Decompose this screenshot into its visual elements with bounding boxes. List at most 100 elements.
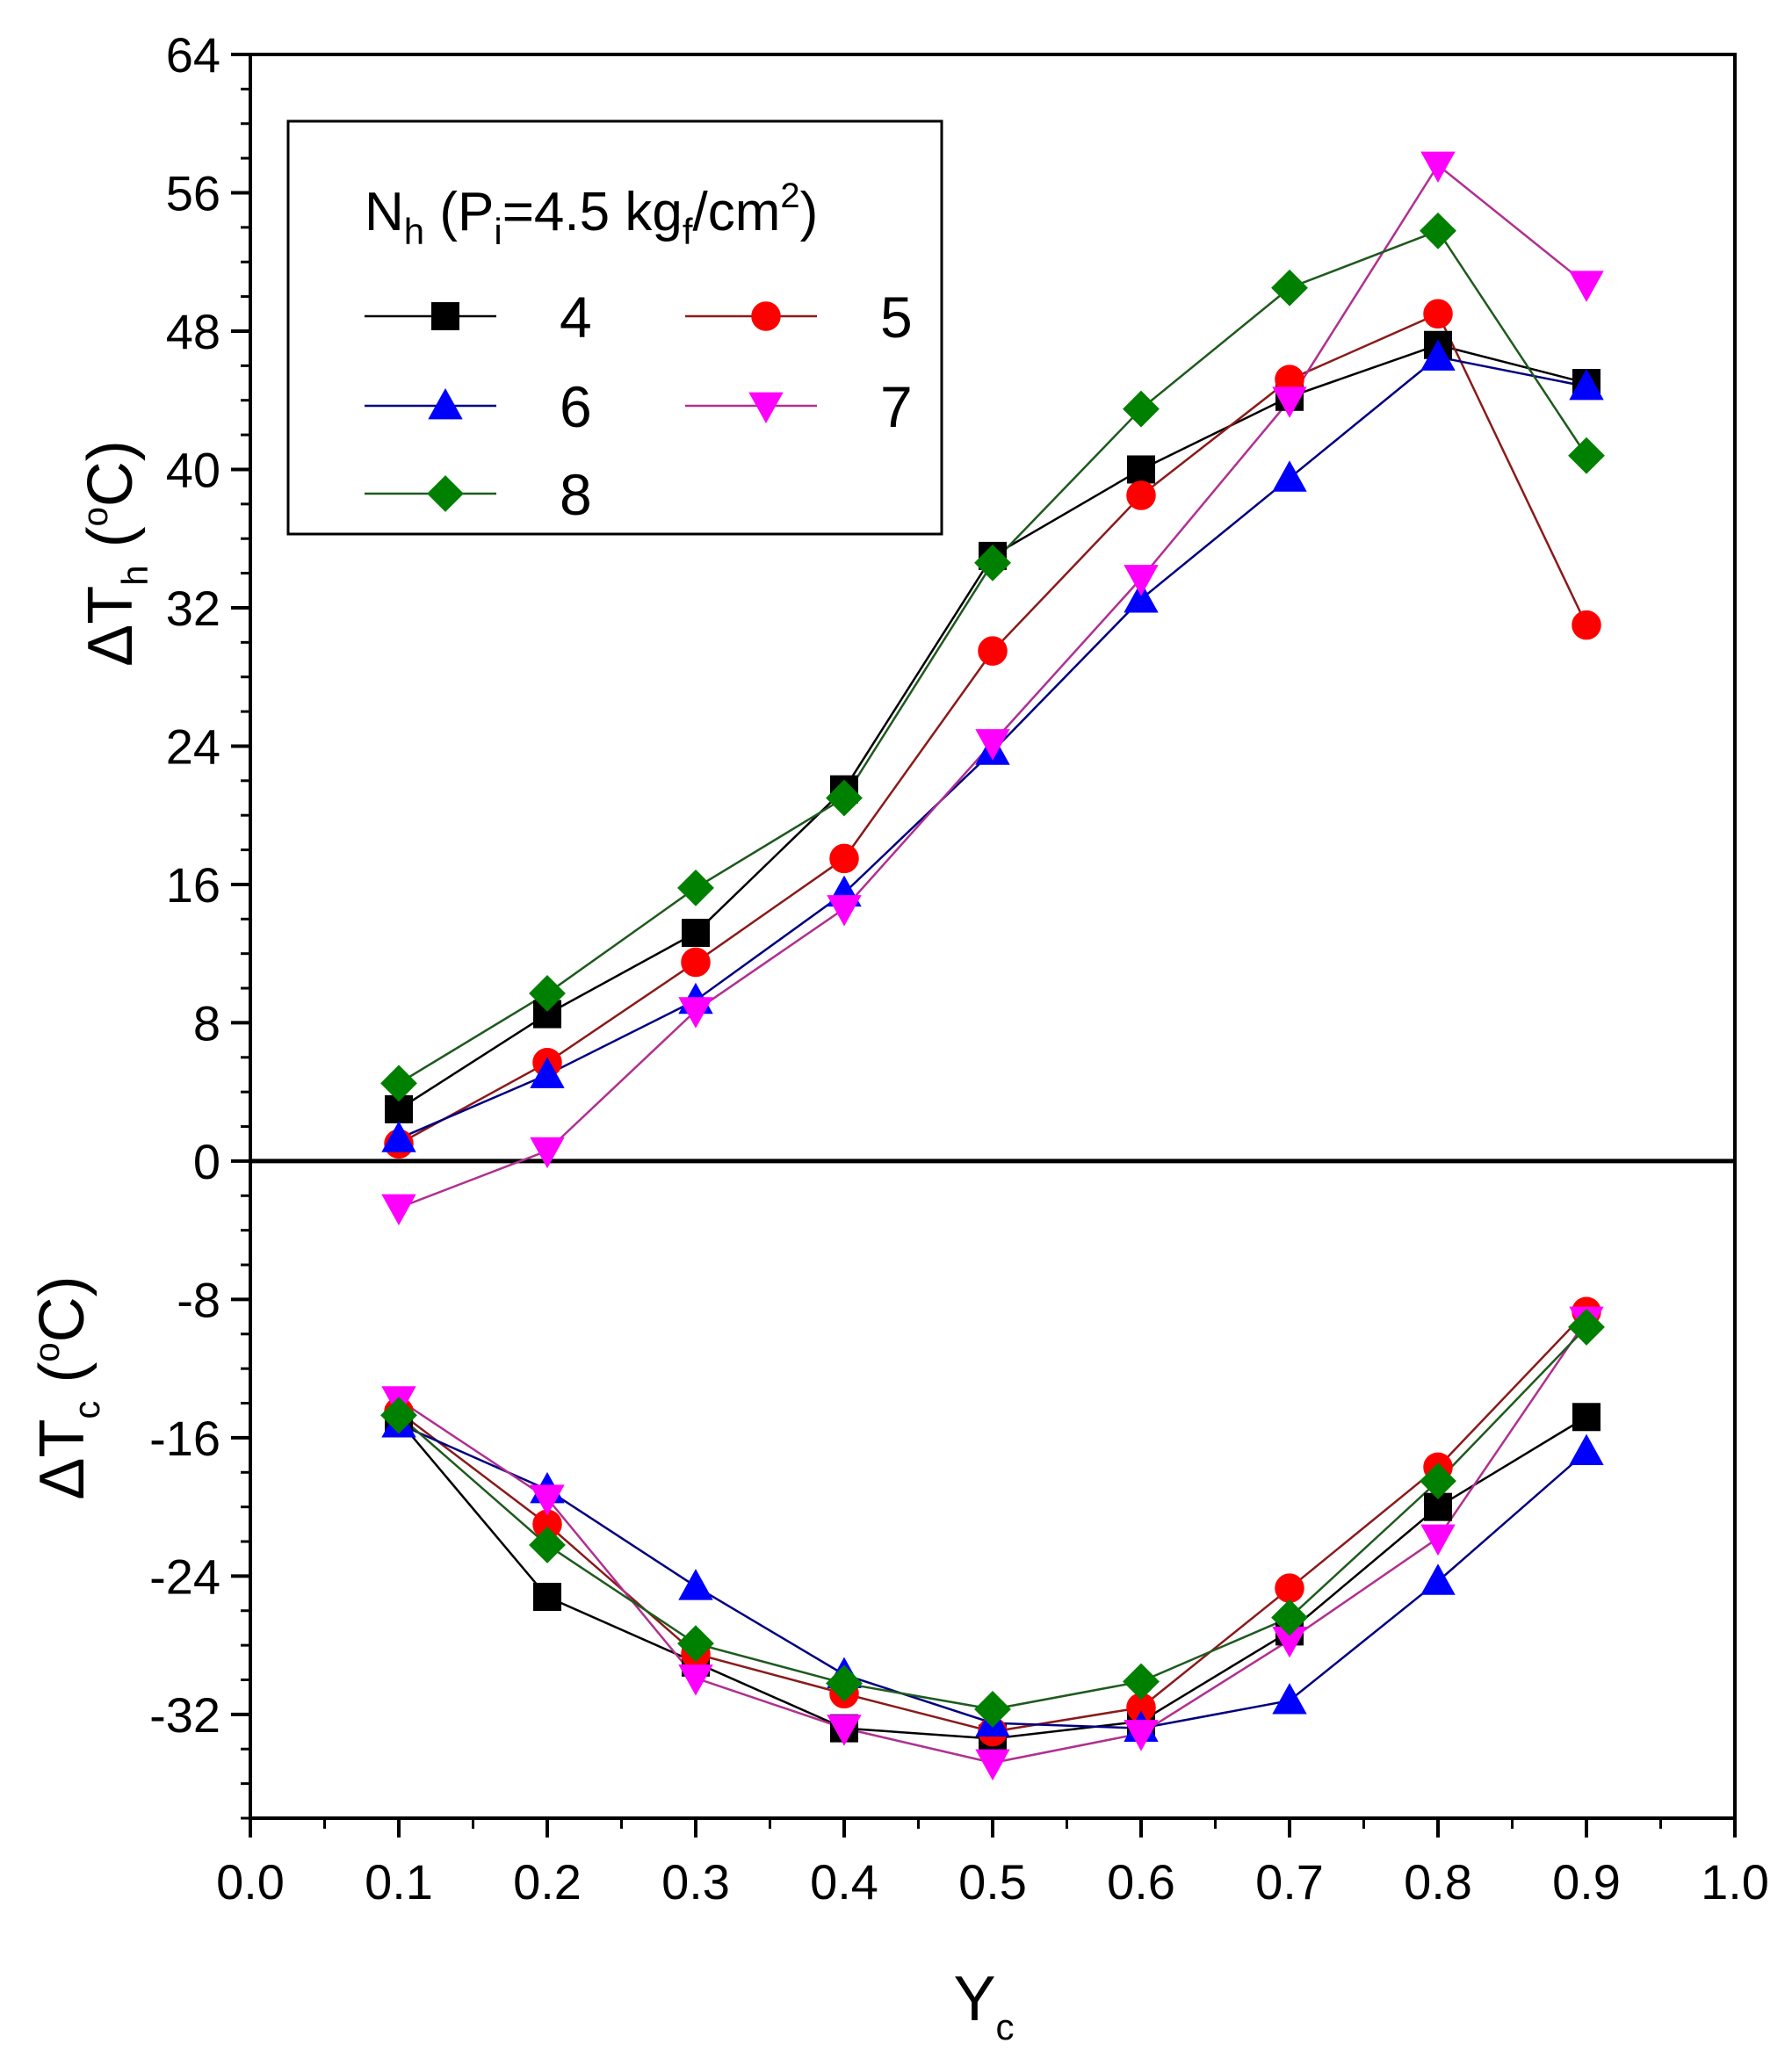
legend-entry-6: 6 (365, 374, 592, 439)
series-7-hot-point (1420, 151, 1456, 184)
x-tick-label: 0.9 (1552, 1854, 1621, 1910)
legend-entries: 4 5 6 7 8 (365, 285, 913, 527)
y-tick-label: 24 (166, 718, 220, 774)
series-8-cold-point (529, 1527, 566, 1563)
y-tick-label: -8 (177, 1272, 220, 1327)
y-axis-title-cold: ΔTc (oC) (27, 1275, 107, 1499)
series-5-hot-point (681, 947, 711, 978)
series-8-cold-point (974, 1691, 1011, 1728)
series-8-hot-point (380, 1065, 417, 1102)
series-7-hot-point (1569, 271, 1604, 302)
series-5-hot-point (1572, 610, 1601, 640)
x-tick-label: 0.2 (513, 1854, 582, 1910)
legend-label-7: 7 (880, 374, 913, 439)
y-tick-label: 32 (166, 581, 220, 636)
series-7-hot-point (1124, 565, 1159, 596)
series-6-cold-point (1420, 1563, 1456, 1595)
series-7-cold-point (827, 1715, 862, 1746)
series-7-cold-point (1124, 1720, 1159, 1751)
legend-title: Nh (Pi=4.5 kgf/cm2) (365, 177, 818, 252)
legend-marker-5 (751, 301, 781, 331)
series-8-hot-point (826, 779, 863, 817)
y-tick-label: 56 (166, 165, 220, 220)
series-6-hot-point (1569, 368, 1604, 401)
legend-label-8: 8 (560, 462, 592, 527)
legend-label-5: 5 (880, 285, 913, 350)
series-6-cold-point (1569, 1433, 1604, 1466)
series-8-cold-point (826, 1664, 863, 1702)
legend-box (286, 119, 943, 536)
series-7-hot-point (678, 997, 713, 1029)
series-5-hot-point (978, 636, 1008, 666)
series-6-cold-line (398, 1423, 1587, 1729)
series-8-cold-point (380, 1397, 417, 1434)
series-6-hot-point (1124, 581, 1159, 613)
series-markers (380, 151, 1605, 1781)
series-8-hot-point (1420, 212, 1456, 249)
series-8-hot-point (1271, 269, 1308, 307)
series-7-hot-point (530, 1137, 565, 1169)
x-tick-label: 0.1 (365, 1854, 433, 1910)
series-8-cold-point (1568, 1308, 1605, 1346)
series-8-cold-point (1271, 1599, 1308, 1636)
x-tick-label: 0.5 (958, 1854, 1027, 1910)
series-4-cold-line (398, 1416, 1587, 1740)
series-4-hot-point (1127, 455, 1155, 484)
series-5-cold-point (1275, 1573, 1304, 1603)
y-tick-label: 16 (166, 857, 220, 913)
series-8-hot-point (677, 869, 714, 906)
series-8-cold-line (398, 1326, 1587, 1711)
series-6-hot-point (1420, 339, 1456, 371)
y-tick-label: 0 (193, 1134, 220, 1189)
series-4-cold-point (1572, 1403, 1601, 1432)
y-tick-label: 8 (193, 995, 220, 1051)
series-8-hot-point (1568, 437, 1605, 474)
y-tick-label: 48 (166, 304, 220, 359)
legend-entry-5: 5 (685, 285, 913, 350)
series-6-hot-point (381, 1121, 416, 1152)
series-5-hot-point (829, 843, 859, 874)
axes-layer (231, 53, 1737, 1838)
legend-entry-8: 8 (365, 462, 592, 527)
series-7-cold-point (1420, 1524, 1456, 1556)
series-5-hot-point (1423, 299, 1453, 329)
series-4-cold-point (533, 1583, 561, 1612)
legend-label-4: 4 (560, 285, 592, 350)
y-tick-label: -24 (149, 1549, 220, 1604)
legend-marker-4 (431, 302, 459, 330)
x-tick-label: 0.4 (810, 1854, 878, 1910)
x-tick-label: 0.3 (661, 1854, 730, 1910)
legend-entry-7: 7 (685, 374, 913, 439)
x-tick-label: 1.0 (1701, 1854, 1769, 1910)
legend-marker-6 (428, 387, 463, 420)
series-6-hot-point (530, 1057, 565, 1088)
series-6-hot-point (1272, 460, 1307, 492)
series-5-hot-point (1126, 480, 1156, 510)
series-4-hot-point (682, 919, 710, 948)
series-8-cold-point (1123, 1663, 1160, 1700)
y-tick-label: -16 (149, 1411, 220, 1466)
x-tick-label: 0.7 (1255, 1854, 1324, 1910)
legend-entry-4: 4 (365, 285, 592, 350)
series-6-cold-point (678, 1569, 713, 1600)
series-8-hot-point (1123, 390, 1160, 428)
series-8-cold-point (1420, 1462, 1456, 1500)
series-8-hot-point (974, 544, 1011, 581)
y-tick-label: 64 (166, 27, 220, 83)
series-7-hot-point (381, 1194, 416, 1226)
series-7-cold-point (678, 1664, 713, 1696)
series-7-cold-point (975, 1749, 1010, 1781)
y-axis-title-hot: ΔTh (oC) (76, 440, 155, 667)
x-tick-label: 0.8 (1404, 1854, 1472, 1910)
y-tick-label: 40 (166, 442, 220, 497)
series-7-hot-point (1272, 386, 1307, 418)
legend-marker-7 (748, 392, 784, 424)
series-6-cold-point (1272, 1683, 1307, 1715)
series-8-cold-point (677, 1625, 714, 1663)
x-axis-title: Yc (953, 1964, 1014, 2047)
x-tick-label: 0.0 (216, 1854, 285, 1910)
series-7-hot-point (827, 895, 862, 927)
y-tick-label: -32 (149, 1687, 220, 1743)
